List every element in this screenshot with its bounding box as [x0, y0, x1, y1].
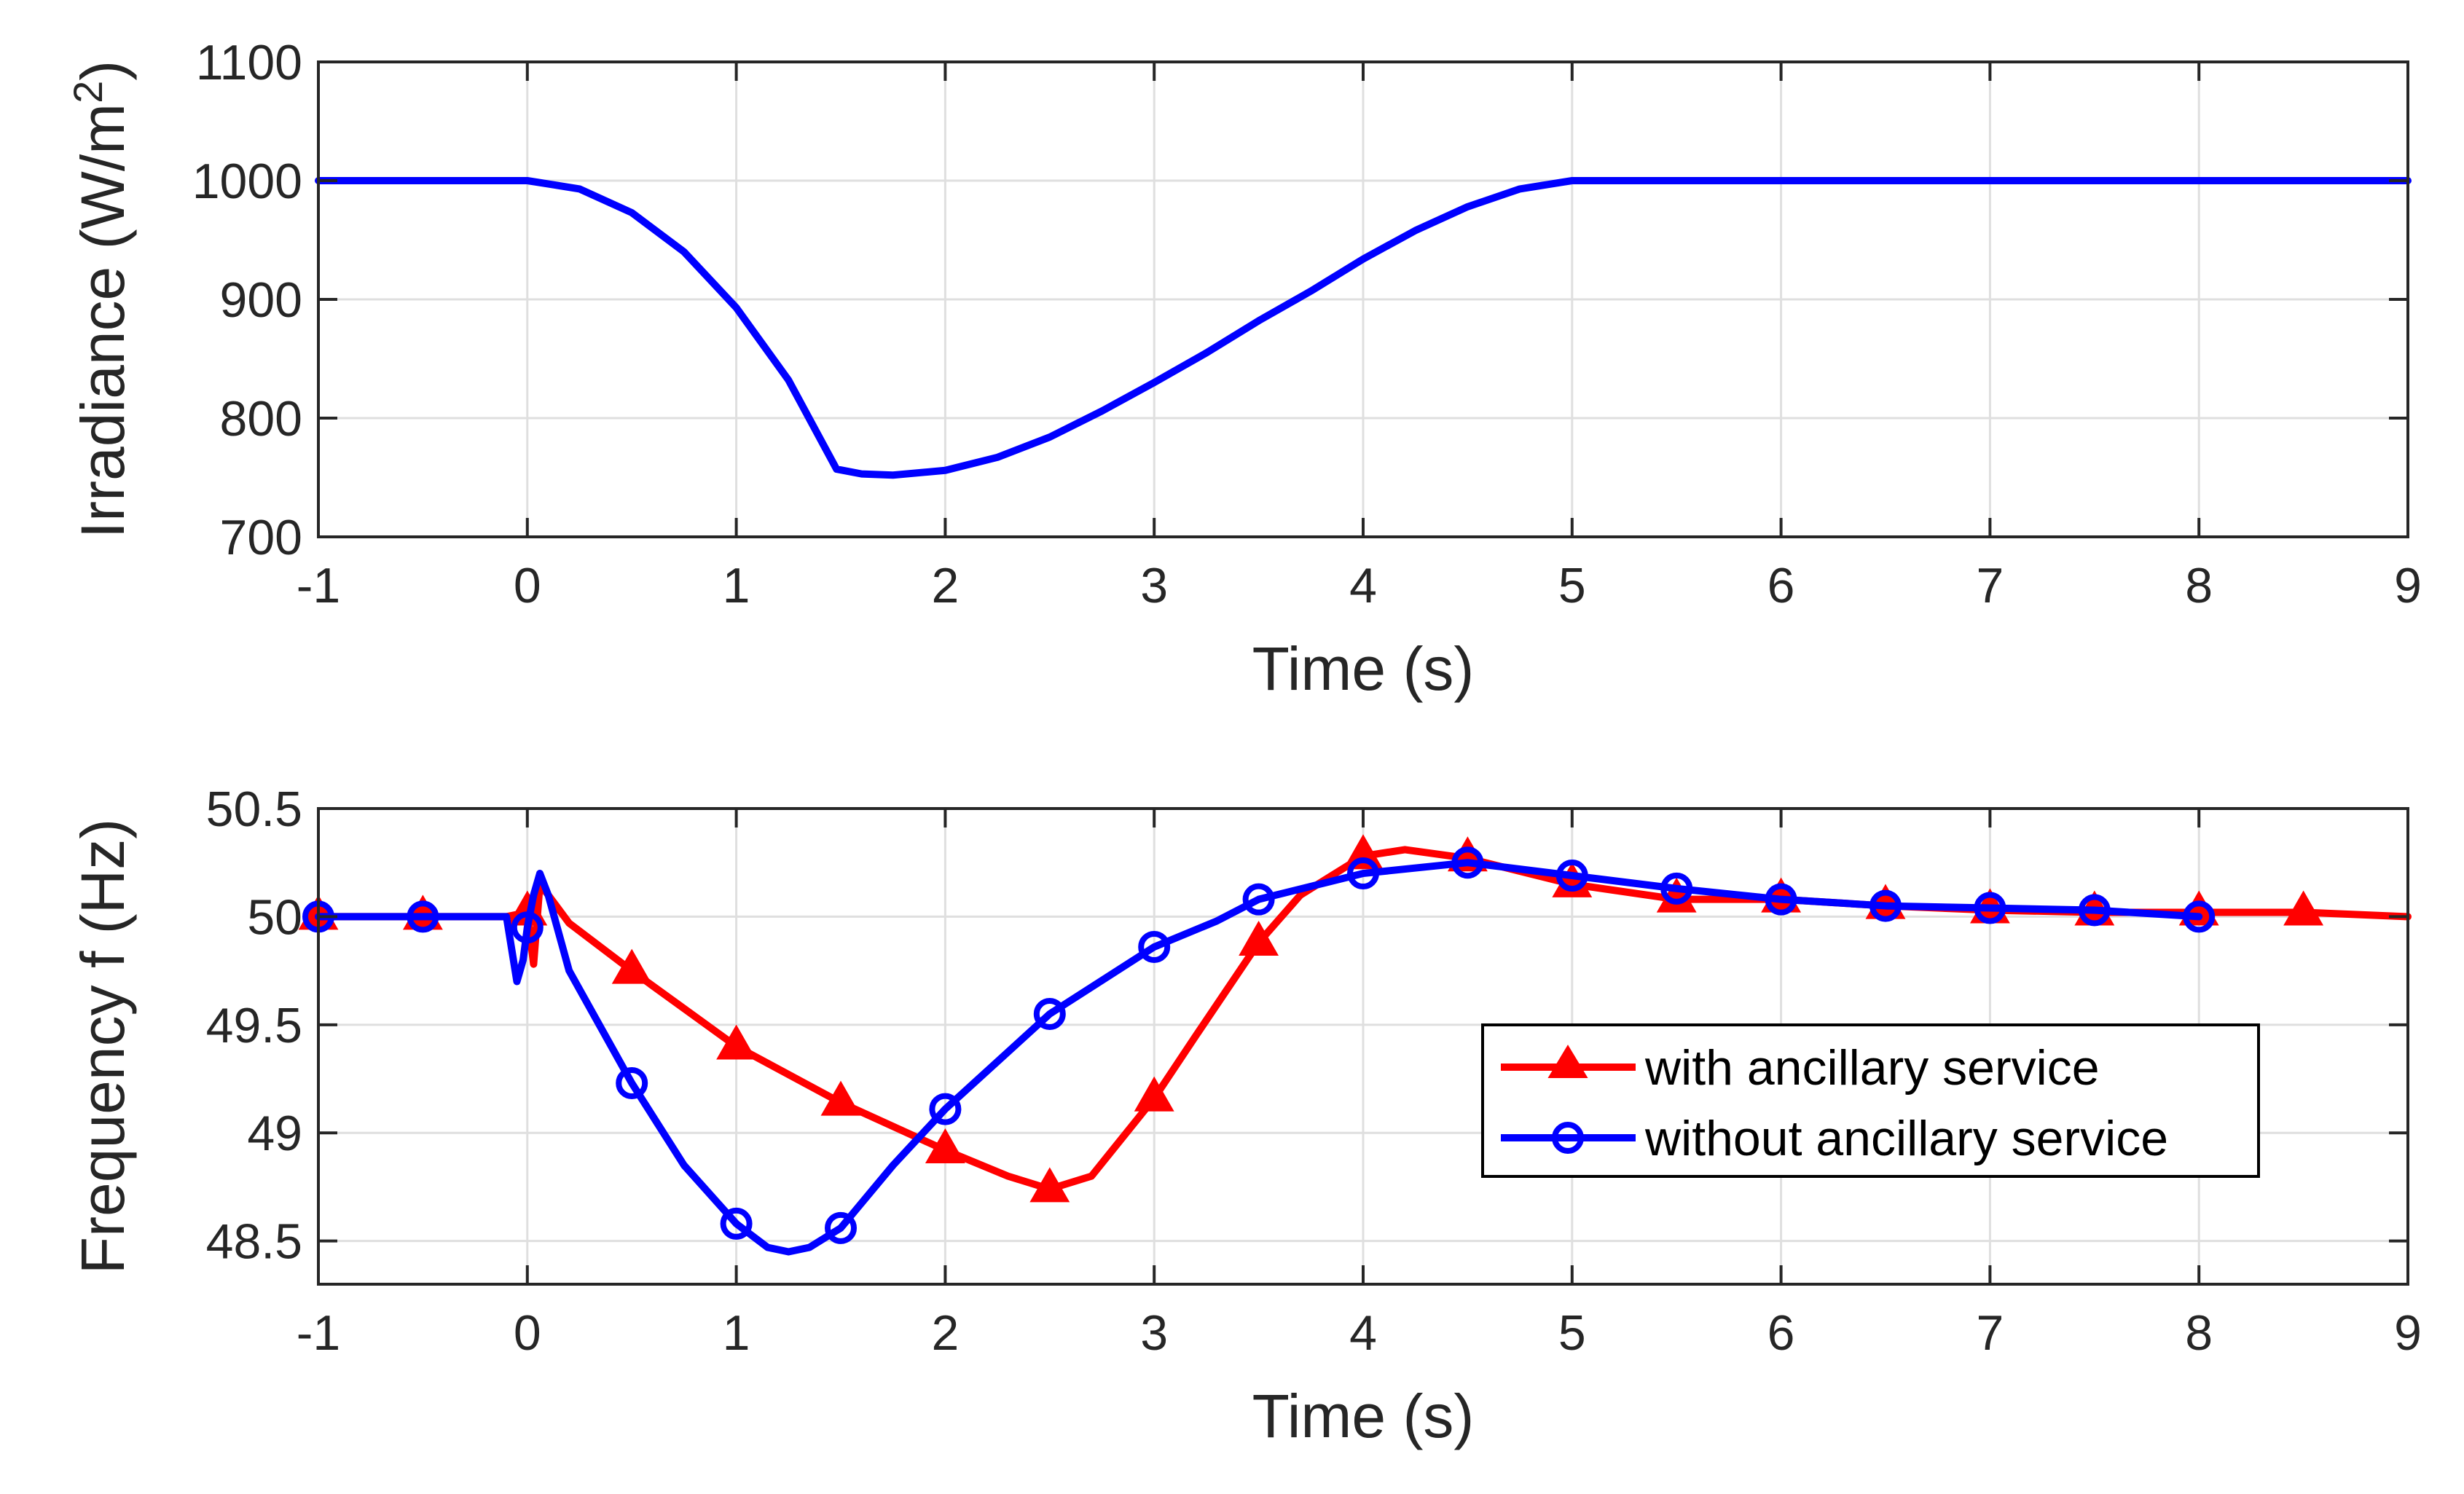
legend-marker-circle — [1552, 1122, 1584, 1154]
circle-marker — [407, 900, 439, 933]
circle-marker — [1555, 860, 1588, 892]
x-tick-label: 6 — [1767, 558, 1795, 613]
circle-marker — [511, 911, 544, 944]
irradiance-x-axis-label: Time (s) — [1252, 634, 1475, 703]
legend-marker-triangle — [1547, 1045, 1588, 1078]
triangle-marker — [820, 1080, 861, 1116]
series-line-1 — [315, 177, 2412, 479]
circle-marker — [1974, 892, 2006, 924]
legend-entry-with-ancillary: with ancillary service — [1501, 1040, 2100, 1096]
series-line-2 — [315, 859, 2203, 1256]
y-tick-label: 49 — [247, 1106, 302, 1161]
x-tick-label: 8 — [2185, 558, 2213, 613]
x-tick-label: 0 — [514, 1305, 541, 1361]
x-tick-label: 1 — [723, 1305, 750, 1361]
circle-marker — [1242, 883, 1275, 916]
x-tick-label: 2 — [931, 1305, 959, 1361]
circle-marker — [1869, 889, 1902, 922]
legend-box — [1481, 1023, 2260, 1178]
y-tick-label: 1100 — [196, 35, 302, 90]
circle-marker — [1138, 930, 1171, 963]
y-tick-label: 700 — [220, 510, 302, 565]
triangle-marker — [611, 948, 652, 984]
triangle-marker — [1134, 1076, 1174, 1112]
legend-label-with: with ancillary service — [1644, 1040, 2100, 1096]
x-tick-label: 9 — [2394, 1305, 2422, 1361]
frequency-y-axis-label: Frequency f (Hz) — [68, 819, 137, 1275]
circle-marker — [929, 1093, 962, 1125]
x-tick-label: 4 — [1349, 1305, 1377, 1361]
x-tick-label: 5 — [1558, 1305, 1586, 1361]
y-tick-label: 900 — [220, 272, 302, 328]
frequency-x-tick-labels: -1 0 1 2 3 4 5 6 7 8 9 — [297, 1305, 2422, 1361]
circle-marker — [616, 1066, 648, 1099]
frequency-ticks — [317, 807, 2409, 1284]
irradiance-series — [315, 177, 2412, 479]
y-tick-label: 49.5 — [206, 998, 302, 1053]
y-tick-label: 1000 — [192, 154, 302, 209]
x-tick-label: -1 — [297, 558, 340, 613]
x-tick-label: 4 — [1349, 558, 1377, 613]
y-tick-label: 800 — [220, 391, 302, 447]
frequency-x-axis-label: Time (s) — [1252, 1382, 1475, 1450]
x-tick-label: 1 — [723, 558, 750, 613]
frequency-y-tick-labels: 48.5 49 49.5 50 50.5 — [206, 782, 302, 1270]
x-tick-label: 5 — [1558, 558, 1586, 613]
x-tick-label: 8 — [2185, 1305, 2213, 1361]
y-tick-label: 50.5 — [206, 782, 302, 837]
triangle-marker — [925, 1128, 965, 1163]
circle-marker — [1660, 872, 1693, 905]
x-tick-label: 9 — [2394, 558, 2422, 613]
x-tick-label: 3 — [1140, 1305, 1168, 1361]
triangle-marker — [1029, 1167, 1070, 1203]
x-tick-label: 2 — [931, 558, 959, 613]
circle-marker — [1347, 857, 1379, 890]
y-tick-label: 48.5 — [206, 1214, 302, 1270]
y-tick-label: 50 — [247, 889, 302, 945]
legend-label-without: without ancillary service — [1644, 1111, 2168, 1166]
frequency-series — [298, 834, 2412, 1256]
x-tick-label: 6 — [1767, 1305, 1795, 1361]
irradiance-y-label-superscript: 2 — [65, 81, 111, 103]
triangle-marker — [1239, 920, 1279, 956]
irradiance-y-label-end: ) — [68, 60, 137, 81]
x-tick-label: 7 — [1976, 558, 2004, 613]
x-tick-label: 7 — [1976, 1305, 2004, 1361]
x-tick-label: 0 — [514, 558, 541, 613]
circle-marker — [2183, 900, 2216, 933]
circle-marker — [2078, 894, 2111, 927]
irradiance-y-label-main: Irradiance (W/m — [68, 103, 137, 538]
triangle-marker — [2283, 890, 2324, 926]
circle-marker — [1033, 997, 1066, 1030]
circle-marker — [720, 1207, 753, 1240]
circle-marker — [1765, 883, 1797, 916]
circle-marker — [1451, 846, 1484, 879]
circle-marker — [825, 1211, 857, 1244]
irradiance-y-tick-labels: 700 800 900 1000 1100 — [192, 35, 302, 565]
triangle-marker — [716, 1024, 757, 1060]
x-tick-label: -1 — [297, 1305, 340, 1361]
x-tick-label: 3 — [1140, 558, 1168, 613]
legend-entry-without-ancillary: without ancillary service — [1501, 1111, 2168, 1166]
irradiance-y-axis-label: Irradiance (W/m2) — [65, 60, 137, 539]
legend: with ancillary service without ancillary… — [1481, 1023, 2260, 1178]
irradiance-x-tick-labels: -1 0 1 2 3 4 5 6 7 8 9 — [297, 558, 2422, 613]
irradiance-ticks — [317, 60, 2409, 538]
